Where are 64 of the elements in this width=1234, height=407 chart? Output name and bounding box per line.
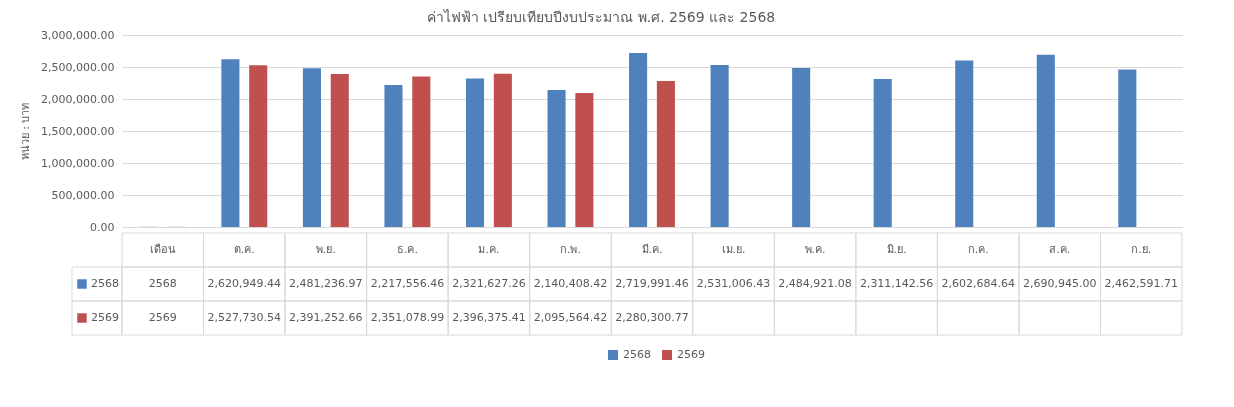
data-label: 2,311,142.56 xyxy=(859,277,934,290)
data-label: 2,396,375.41 xyxy=(452,311,526,324)
bar xyxy=(873,79,892,227)
y-tick-label: 3,000,000.00 xyxy=(41,28,115,42)
y-tick-label: 0.00 xyxy=(90,220,115,234)
bar xyxy=(575,92,594,227)
text: 2569 xyxy=(677,348,705,361)
bar xyxy=(629,52,648,227)
text: 2568 xyxy=(623,348,651,361)
y-tick-label: 2,500,000.00 xyxy=(41,60,115,74)
y-tick-label: 1,000,000.00 xyxy=(41,156,115,170)
x-tick-label: เม.ย. xyxy=(721,243,746,256)
data-label: 2,140,408.42 xyxy=(533,277,608,290)
chart-title: ค่าไฟฟ้า เปรียบเทียบปีงบประมาณ พ.ศ. 2569 และ 2568 xyxy=(426,9,776,25)
data-label: 2,351,078.99 xyxy=(370,311,445,324)
bar xyxy=(465,78,485,227)
data-label: 2,690,945.00 xyxy=(1022,277,1097,290)
data-label: 2,620,949.44 xyxy=(207,277,282,290)
data-label: 2,602,684.64 xyxy=(941,277,1015,290)
bar xyxy=(792,67,811,227)
bar xyxy=(384,85,403,227)
bar xyxy=(955,60,974,227)
x-tick-label: ก.ค. xyxy=(967,243,989,256)
x-tick-label: ก.ย. xyxy=(1131,243,1152,256)
y-axis-title: หน่วย : บาท xyxy=(19,102,33,161)
bar xyxy=(493,73,512,227)
bar xyxy=(330,73,349,227)
data-label: 2,481,236.97 xyxy=(289,277,363,290)
data-label: 2,484,921.08 xyxy=(778,277,852,290)
data-label: 2,095,564.42 xyxy=(533,311,608,324)
x-tick-label: ก.พ. xyxy=(559,243,581,256)
y-tick-label: 2,000,000.00 xyxy=(41,92,115,106)
x-tick-label: มิ.ย. xyxy=(886,243,907,256)
bar xyxy=(302,68,321,227)
bar xyxy=(710,65,729,227)
data-label: 2569 xyxy=(148,311,177,324)
x-tick-label: มี.ค. xyxy=(641,243,663,256)
data-label: 2,321,627.26 xyxy=(452,277,526,290)
data-label: 2,531,006.43 xyxy=(696,277,771,290)
bar xyxy=(221,59,240,227)
bar xyxy=(1036,54,1055,227)
bar xyxy=(547,90,566,227)
legend-label: 2569 xyxy=(91,311,119,324)
data-label: 2568 xyxy=(148,277,177,290)
x-tick-label: พ.ค. xyxy=(804,243,826,256)
x-tick-label: พ.ย. xyxy=(315,243,336,256)
data-label: 2,527,730.54 xyxy=(207,311,282,324)
y-tick-label: 1,500,000.00 xyxy=(41,124,115,138)
x-tick-label: เดือน xyxy=(149,243,176,256)
y-tick-label: 500,000.00 xyxy=(51,188,115,202)
x-tick-label: ธ.ค. xyxy=(396,243,418,256)
bar xyxy=(1118,69,1137,227)
data-label: 2,462,591.71 xyxy=(1104,277,1178,290)
bar xyxy=(656,81,675,227)
bar xyxy=(412,76,431,227)
legend-label: 2568 xyxy=(91,277,119,290)
data-label: 2,391,252.66 xyxy=(289,311,363,324)
data-label: 2,280,300.77 xyxy=(615,311,689,324)
bar xyxy=(249,65,268,227)
x-tick-label: ส.ค. xyxy=(1049,243,1071,256)
x-tick-label: ม.ค. xyxy=(478,243,500,256)
data-label: 2,217,556.46 xyxy=(370,277,445,290)
data-label: 2,719,991.46 xyxy=(615,277,689,290)
x-tick-label: ต.ค. xyxy=(233,243,255,256)
